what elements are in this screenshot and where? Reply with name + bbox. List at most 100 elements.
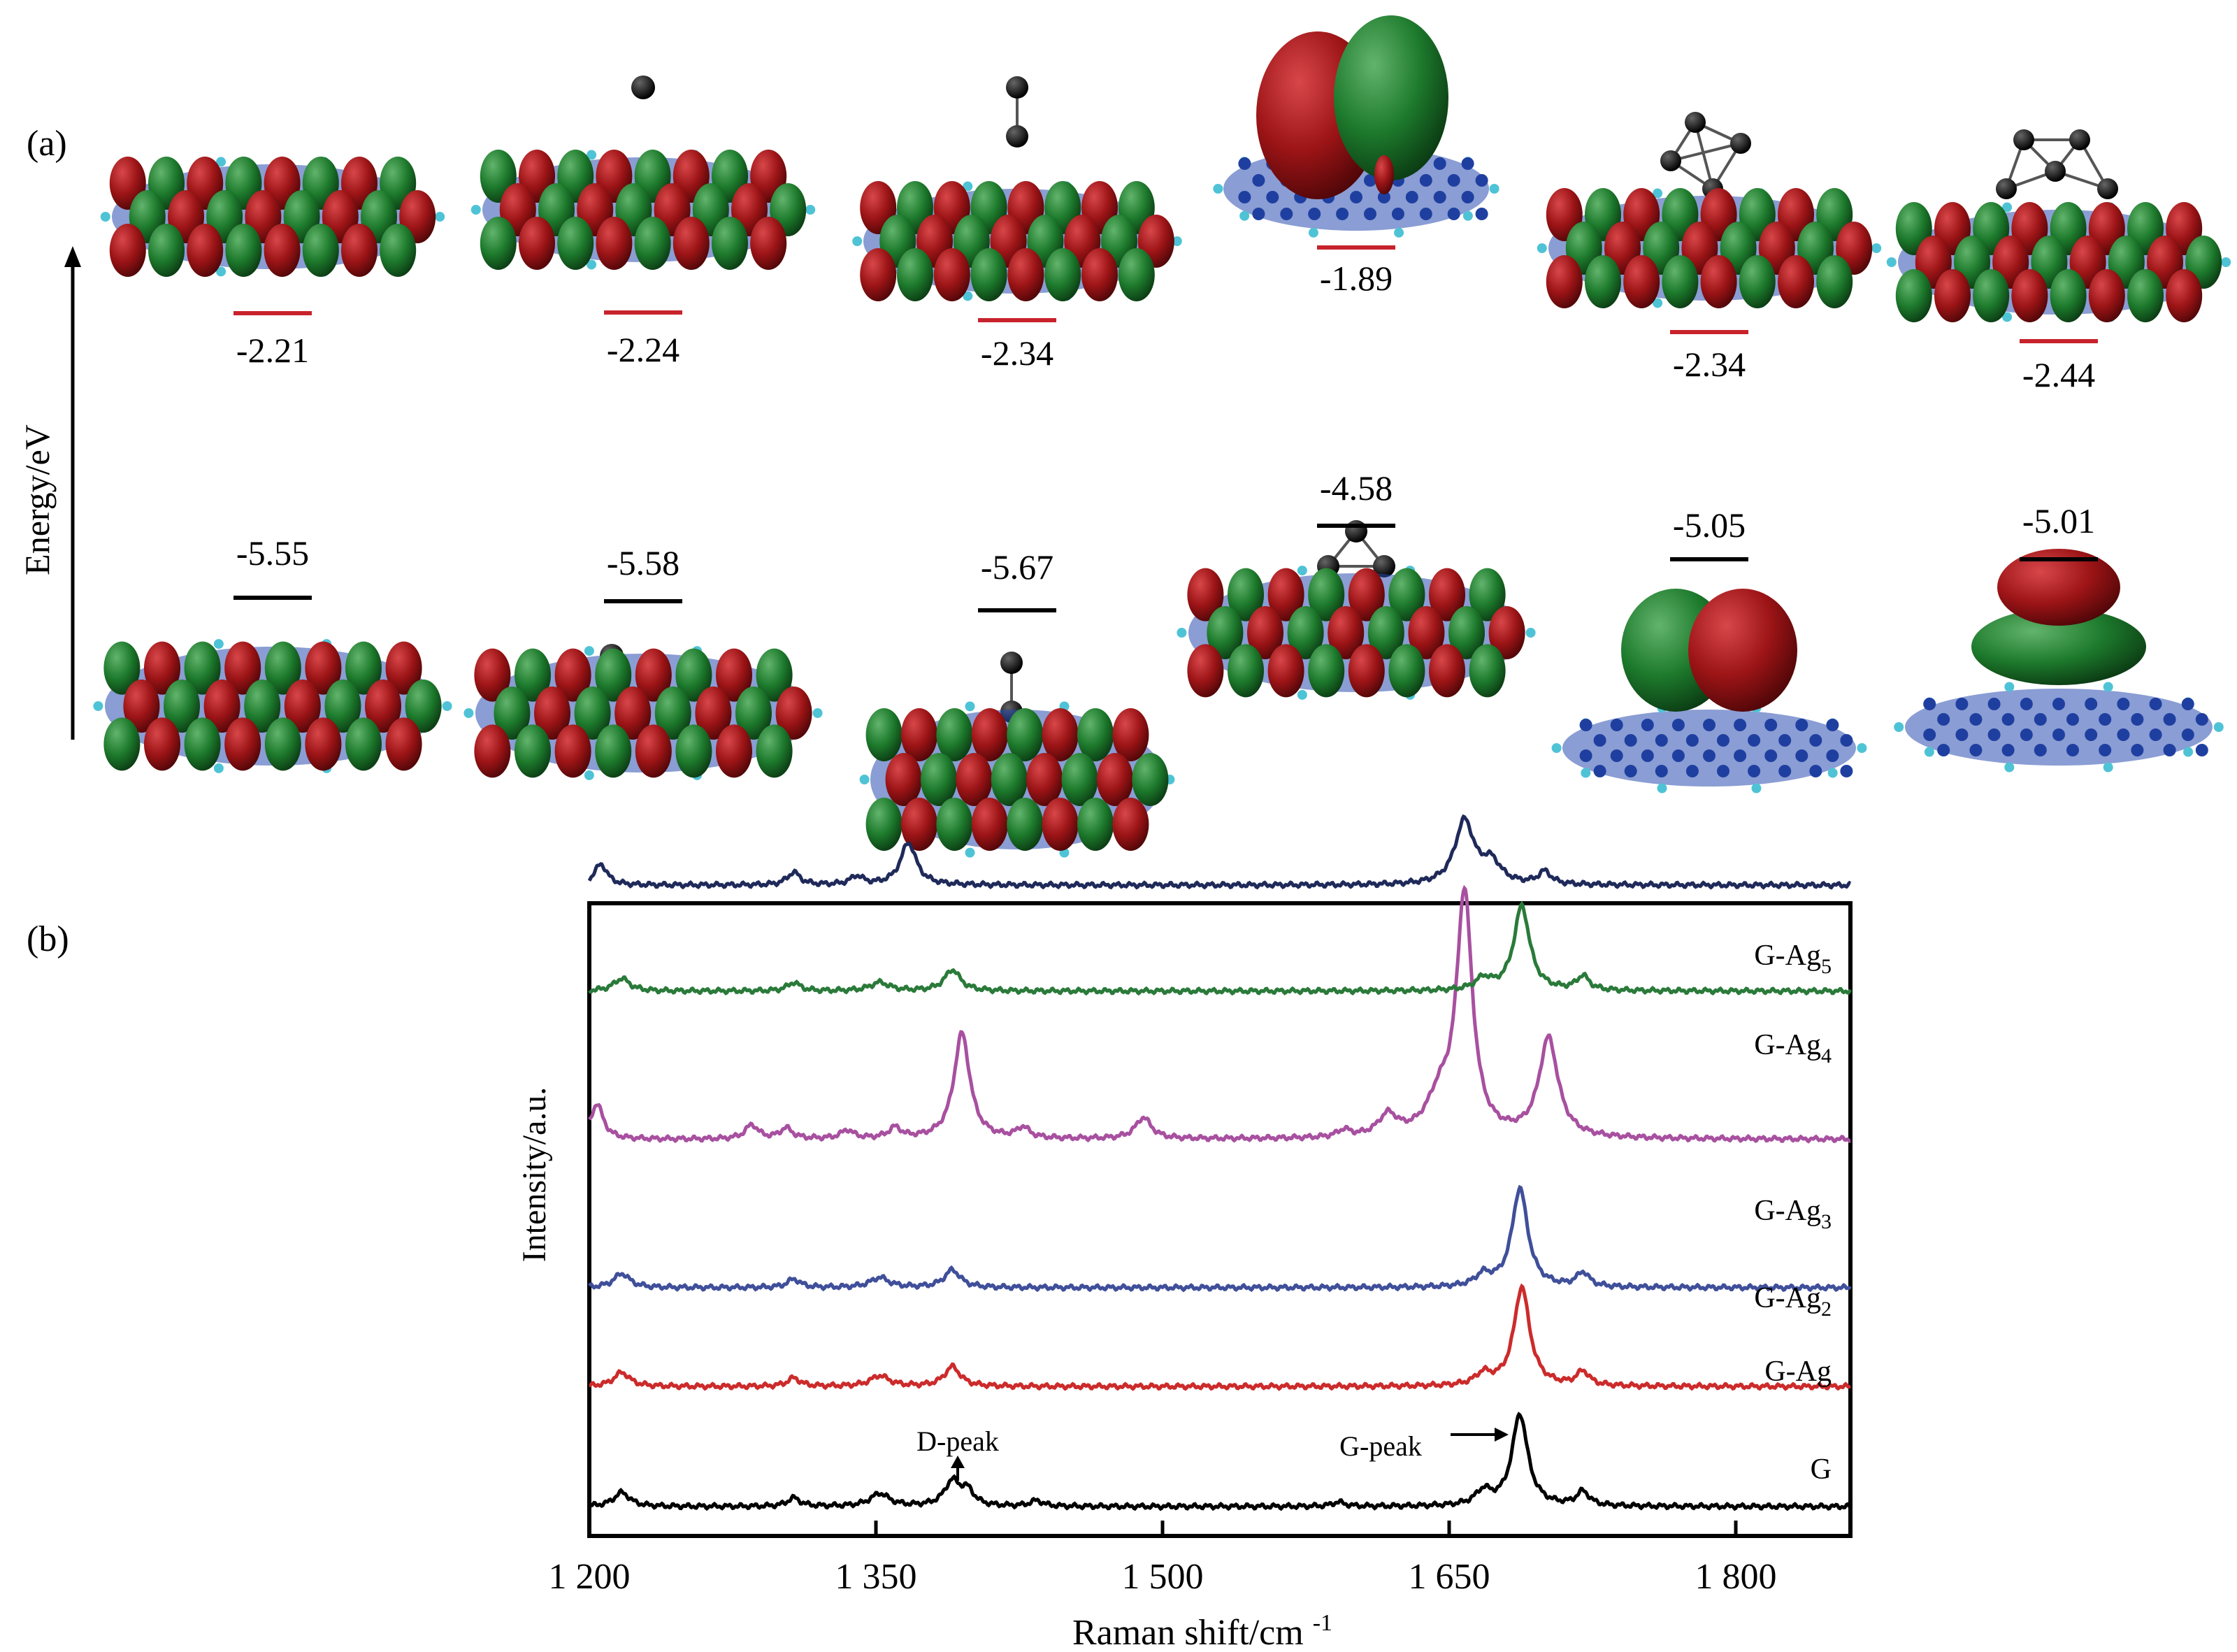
panel-b-label: (b) (27, 919, 69, 959)
orbital-lobe-green (1662, 255, 1699, 308)
hydrogen-atom (213, 763, 224, 773)
carbon-atom (1826, 719, 1839, 731)
carbon-atom (2052, 728, 2065, 741)
orbital-lobe-green (1585, 255, 1621, 308)
homo-energy-value: -4.58 (1320, 468, 1393, 508)
series-label-g-ag: G-Ag (1764, 1356, 1832, 1388)
orbital-lobe-red (1187, 644, 1224, 698)
hydrogen-atom (587, 150, 597, 160)
carbon-atom (1748, 765, 1761, 777)
lumo-energy-value: -2.44 (2022, 355, 2095, 394)
carbon-atom (1923, 698, 1936, 710)
hydrogen-atom (2221, 257, 2231, 267)
orbital-lobe-green (515, 724, 551, 778)
carbon-atom (1624, 734, 1637, 747)
series-label-g-ag4: G-Ag4 (1754, 1029, 1832, 1068)
ag-atom (2045, 161, 2066, 182)
carbon-atom (2195, 713, 2208, 726)
orbital-lobe-red (1934, 269, 1971, 322)
series-label-subscript: 5 (1821, 955, 1832, 978)
ag-atom (1006, 125, 1028, 148)
orbital-lobe-green (1077, 798, 1114, 851)
homo-energy-value: -5.58 (607, 543, 679, 582)
orbital-lobe-red (1997, 549, 2120, 626)
orbital-lobe-red (224, 641, 261, 695)
energy-axis-label: Energy/eV (17, 424, 57, 575)
hydrogen-atom (1525, 628, 1536, 638)
orbital-lobe-red (109, 224, 146, 277)
homo-energy-value: -5.05 (1673, 505, 1746, 545)
ag-bond (1670, 142, 1741, 162)
ag-atom (2097, 178, 2118, 199)
orbital-lobe-green (865, 798, 902, 851)
carbon-atom (1955, 728, 1969, 741)
series-label-subscript: 3 (1821, 1210, 1832, 1233)
carbon-atom (1987, 728, 2001, 741)
orbital-lobe-green (405, 680, 442, 733)
orbital-lobe-green (1287, 606, 1324, 659)
carbon-atom (1624, 765, 1637, 777)
orbital-lobe-green (654, 687, 691, 740)
orbital-lobe-green (164, 680, 200, 733)
hydrogen-atom (2103, 762, 2113, 773)
x-tick-label: 1 500 (1122, 1557, 1204, 1597)
orbital-lobe-red (901, 708, 937, 761)
homo-structure-2 (463, 644, 823, 780)
orbital-lobe-red (971, 798, 1008, 851)
orbital-lobe-red (1247, 606, 1283, 659)
orbital-lobe-red (1328, 606, 1365, 659)
orbital-lobe-green (103, 641, 141, 695)
orbital-lobe-red (1267, 568, 1304, 622)
orbital-lobe-red (1187, 568, 1224, 622)
hydrogen-atom (1581, 768, 1591, 778)
orbital-lobe-green (103, 717, 141, 771)
carbon-atom (1461, 157, 1474, 170)
orbital-lobe-red (614, 687, 652, 740)
hydrogen-atom (805, 205, 816, 215)
hydrogen-atom (100, 212, 110, 222)
orbital-lobe-green (345, 641, 382, 695)
carbon-atom (1840, 765, 1853, 777)
ag-atom (631, 76, 655, 99)
carbon-atom (1475, 208, 1488, 220)
orbital-lobe-green (1971, 608, 2146, 685)
hydrogen-atom (1657, 783, 1667, 793)
carbon-atom (1641, 719, 1654, 731)
carbon-atom (2052, 698, 2065, 710)
ag-atom (1373, 555, 1395, 577)
orbital-lobe-green (921, 753, 957, 806)
orbital-lobe-red (1488, 606, 1525, 659)
orbital-lobe-red (933, 248, 970, 301)
orbital-lobe-red (1348, 644, 1385, 698)
carbon-atom (1778, 765, 1792, 777)
orbital-lobe-green (756, 724, 793, 778)
trace-g-ag5 (587, 814, 1852, 890)
raman-traces (587, 814, 1853, 1511)
carbon-atom (1717, 734, 1729, 747)
orbital-lobe-red (1026, 753, 1063, 806)
ag-atom (1660, 150, 1681, 171)
orbital-lobe-red (901, 798, 937, 851)
orbital-lobe-green (1334, 15, 1448, 180)
hydrogen-atom (965, 847, 975, 858)
orbital-lobe-green (735, 687, 772, 740)
hydrogen-atom (2004, 682, 2015, 692)
series-label-g-ag2: G-Ag2 (1754, 1282, 1832, 1321)
orbital-lobe-red (385, 717, 422, 771)
homo-structure-6 (1894, 549, 2224, 773)
g-peak-arrow-head (1495, 1428, 1509, 1442)
carbon-atom (2117, 728, 2130, 741)
carbon-atom (1238, 191, 1251, 203)
ag-atom (2013, 129, 2034, 150)
carbon-atom (1717, 765, 1729, 777)
hydrogen-atom (859, 775, 870, 784)
hydrogen-atom (587, 259, 597, 270)
orbital-lobe-green (1469, 568, 1506, 622)
orbital-lobe-green (1118, 248, 1155, 301)
carbon-atom (1671, 749, 1685, 762)
orbital-lobe-red (1097, 753, 1133, 806)
orbital-lobe-red (1042, 798, 1079, 851)
carbon-atom (2066, 744, 2079, 756)
lumo-structure-2 (470, 76, 816, 270)
lumo-energy-value: -2.21 (236, 331, 309, 370)
